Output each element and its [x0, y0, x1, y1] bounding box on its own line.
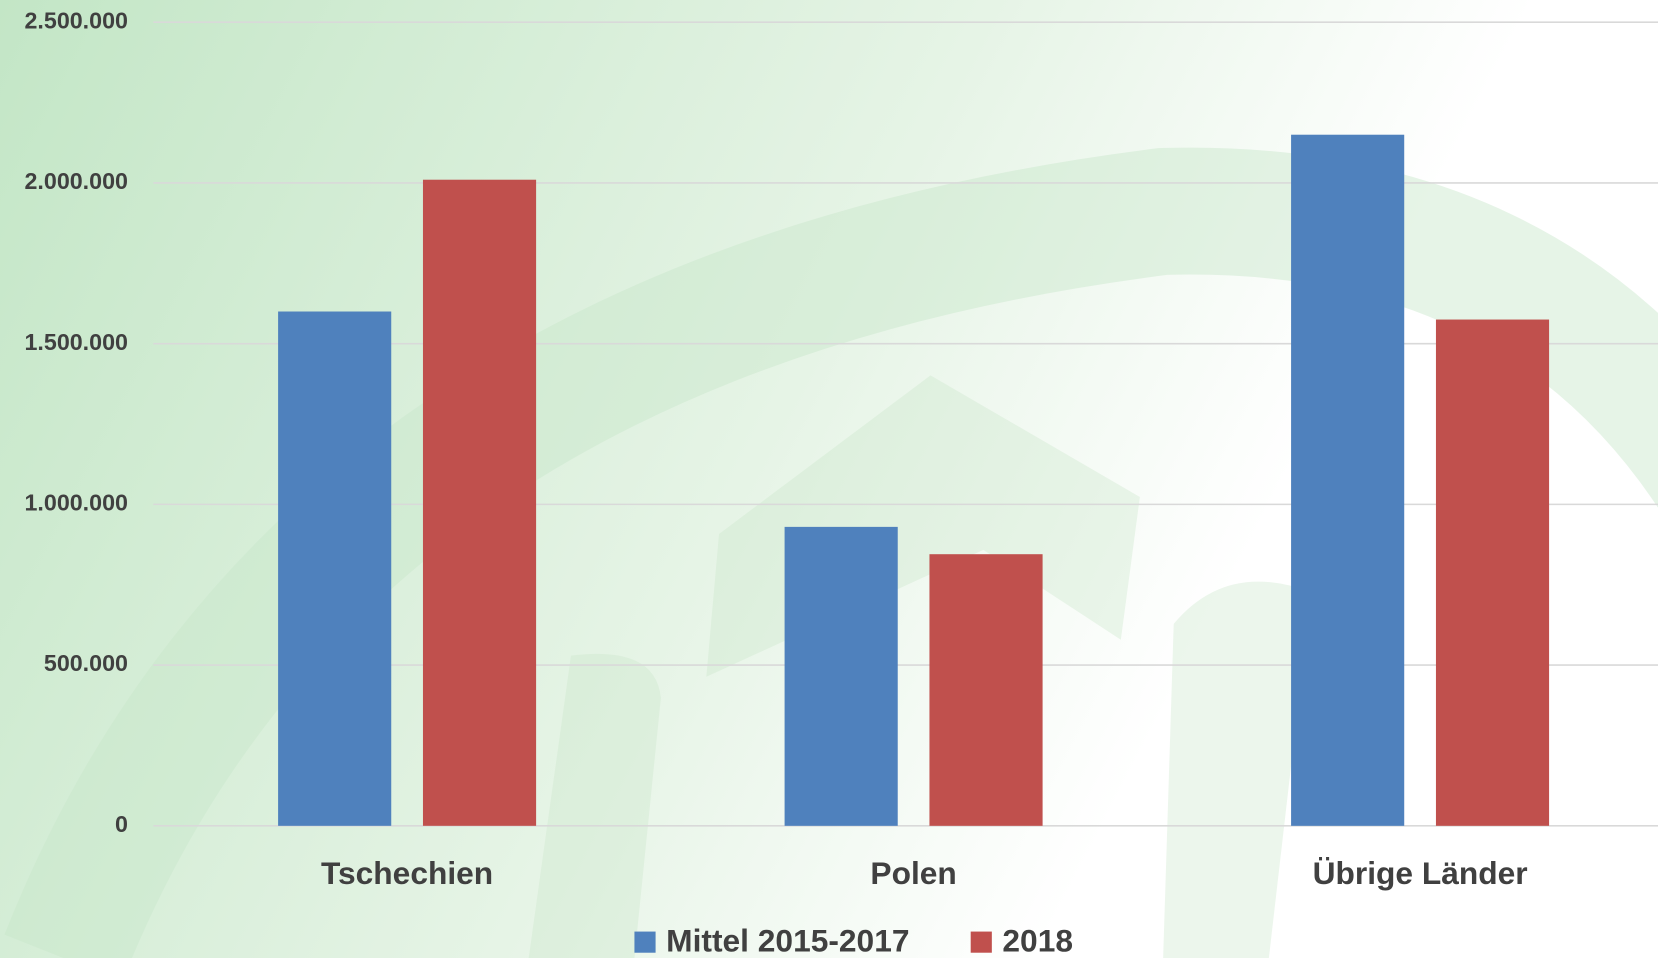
bar	[1291, 134, 1405, 826]
legend-swatch	[634, 931, 656, 953]
y-tick-label: 2.000.000	[25, 168, 128, 194]
bar	[929, 554, 1043, 826]
bar	[1435, 319, 1550, 826]
y-tick-label: 1.500.000	[25, 329, 128, 355]
x-tick-label: Übrige Länder	[1313, 855, 1528, 891]
x-tick-label: Tschechien	[321, 855, 493, 891]
decoration	[4, 147, 1658, 958]
legend-label: 2018	[1002, 923, 1073, 958]
y-tick-label: 1.000.000	[25, 490, 128, 516]
y-tick-label: 0	[115, 811, 128, 837]
bar	[278, 311, 392, 826]
bar	[422, 179, 537, 826]
y-tick-label: 2.500.000	[25, 7, 128, 33]
x-tick-label: Polen	[870, 855, 956, 891]
legend-label: Mittel 2015-2017	[666, 923, 909, 958]
y-tick-label: 500.000	[44, 650, 128, 676]
legend-swatch	[970, 931, 992, 953]
bar	[784, 526, 898, 826]
